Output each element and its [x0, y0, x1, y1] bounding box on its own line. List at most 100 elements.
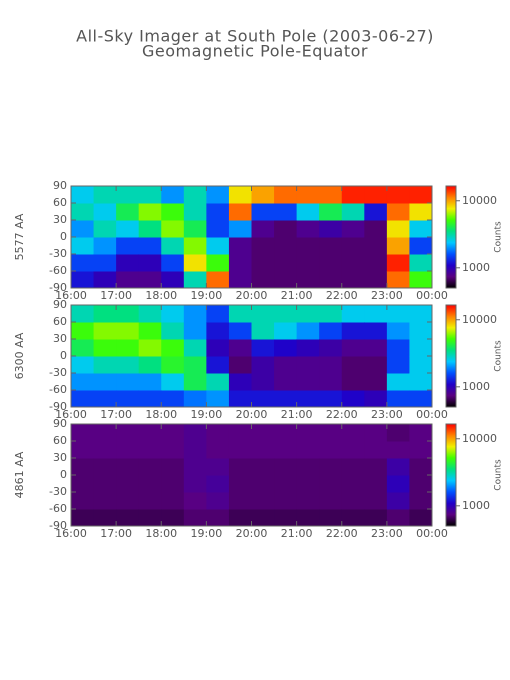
- heatmap-cell: [364, 254, 388, 272]
- heatmap-cell: [274, 322, 298, 340]
- heatmap-cell: [319, 186, 343, 204]
- heatmap-cell: [116, 390, 140, 408]
- heatmap-cell: [161, 237, 185, 255]
- heatmap-cell: [183, 220, 207, 238]
- heatmap-cell: [274, 492, 298, 510]
- heatmap-cell: [116, 305, 140, 323]
- heatmap-cell: [251, 356, 275, 374]
- heatmap-cell: [364, 271, 388, 289]
- heatmap-cell: [138, 458, 162, 476]
- y-tick-label: -30: [49, 366, 67, 379]
- x-tick-label: 18:00: [145, 527, 177, 540]
- heatmap-cell: [116, 237, 140, 255]
- x-tick-label: 17:00: [100, 408, 132, 421]
- heatmap-cell: [138, 271, 162, 289]
- heatmap-cell: [341, 305, 365, 323]
- heatmap-cell: [251, 203, 275, 221]
- heatmap-cell: [409, 220, 433, 238]
- heatmap-cell: [116, 356, 140, 374]
- heatmap-cell: [161, 220, 185, 238]
- heatmap-cell: [341, 322, 365, 340]
- heatmap-cell: [93, 271, 117, 289]
- heatmap-cell: [161, 271, 185, 289]
- x-tick-label: 18:00: [145, 408, 177, 421]
- heatmap-cell: [161, 203, 185, 221]
- heatmap-cell: [319, 424, 343, 442]
- x-tick-label: 23:00: [371, 527, 403, 540]
- heatmap-cell: [341, 475, 365, 493]
- heatmap-cell: [161, 475, 185, 493]
- heatmap-cell: [364, 390, 388, 408]
- heatmap-cell: [228, 441, 252, 459]
- heatmap-cell: [93, 220, 117, 238]
- heatmap-cell: [71, 237, 95, 255]
- heatmap-cell: [183, 424, 207, 442]
- heatmap-cell: [319, 373, 343, 391]
- colorbar-tick-label: 10000: [462, 313, 497, 326]
- heatmap-cell: [161, 441, 185, 459]
- x-tick-label: 16:00: [55, 289, 87, 302]
- heatmap-cell: [386, 509, 410, 527]
- heatmap-cell: [364, 373, 388, 391]
- heatmap-cell: [138, 475, 162, 493]
- y-axis-label: 4861 AA: [13, 451, 26, 498]
- heatmap-cell: [71, 322, 95, 340]
- heatmap-cell: [274, 186, 298, 204]
- heatmap-cell: [274, 254, 298, 272]
- heatmap-cell: [409, 458, 433, 476]
- heatmap-cell: [93, 492, 117, 510]
- heatmap-cell: [296, 322, 320, 340]
- colorbar-tick-label: 10000: [462, 432, 497, 445]
- chart-title: All-Sky Imager at South Pole (2003-06-27…: [76, 27, 434, 46]
- heatmap-cell: [319, 305, 343, 323]
- y-tick-label: 60: [53, 434, 67, 447]
- heatmap-cell: [251, 271, 275, 289]
- heatmap-cell: [71, 220, 95, 238]
- heatmap-cell: [206, 237, 230, 255]
- heatmap-cell: [386, 390, 410, 408]
- heatmap-cell: [206, 509, 230, 527]
- heatmap-cell: [161, 186, 185, 204]
- heatmap-cell: [251, 254, 275, 272]
- heatmap-cell: [341, 492, 365, 510]
- heatmap-cell: [206, 254, 230, 272]
- heatmap-cell: [183, 305, 207, 323]
- heatmap-cell: [341, 271, 365, 289]
- heatmap-cell: [319, 254, 343, 272]
- heatmap-cell: [296, 424, 320, 442]
- heatmap-cell: [364, 424, 388, 442]
- heatmap-cell: [319, 492, 343, 510]
- y-tick-label: 30: [53, 213, 67, 226]
- heatmap-cell: [161, 339, 185, 357]
- colorbar-tick-label: 1000: [462, 380, 490, 393]
- y-tick-label: -30: [49, 247, 67, 260]
- heatmap-cell: [183, 492, 207, 510]
- heatmap-cell: [116, 441, 140, 459]
- heatmap-cell: [364, 305, 388, 323]
- heatmap-cell: [183, 271, 207, 289]
- colorbar: [445, 304, 457, 408]
- heatmap-cell: [274, 390, 298, 408]
- heatmap-cell: [71, 305, 95, 323]
- heatmap-cell: [251, 237, 275, 255]
- y-tick-label: -90: [49, 519, 67, 532]
- heatmap-cell: [183, 441, 207, 459]
- colorbar-label: Counts: [494, 340, 504, 372]
- heatmap-cell: [386, 305, 410, 323]
- x-tick-label: 00:00: [416, 408, 448, 421]
- heatmap-cell: [386, 492, 410, 510]
- heatmap-cell: [161, 458, 185, 476]
- x-tick-label: 16:00: [55, 527, 87, 540]
- heatmap-cell: [116, 322, 140, 340]
- heatmap-cell: [183, 475, 207, 493]
- heatmap-cell: [228, 203, 252, 221]
- heatmap-cell: [183, 509, 207, 527]
- heatmap-cell: [409, 305, 433, 323]
- y-tick-label: 30: [53, 451, 67, 464]
- heatmap-cell: [206, 373, 230, 391]
- heatmap-cell: [341, 458, 365, 476]
- heatmap-cell: [409, 237, 433, 255]
- heatmap-cell: [93, 424, 117, 442]
- heatmap-cell: [93, 509, 117, 527]
- x-tick-label: 17:00: [100, 289, 132, 302]
